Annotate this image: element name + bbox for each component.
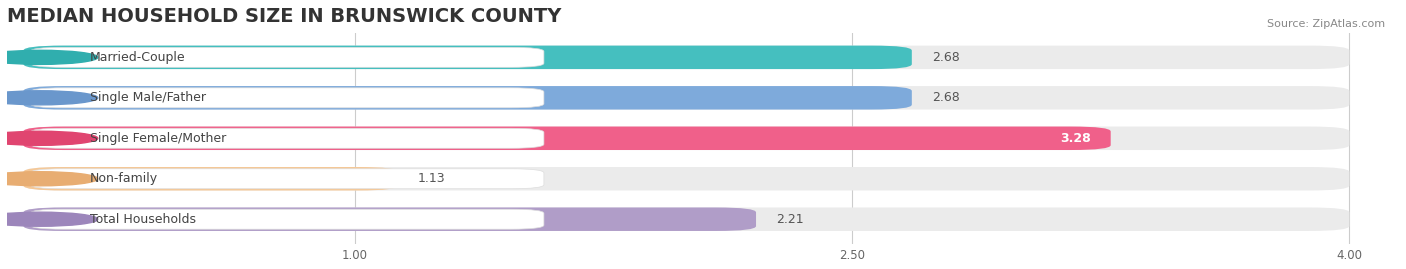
- Text: Total Households: Total Households: [90, 213, 195, 226]
- Circle shape: [0, 91, 98, 105]
- FancyBboxPatch shape: [24, 86, 912, 109]
- Circle shape: [0, 50, 98, 64]
- FancyBboxPatch shape: [24, 167, 398, 190]
- Circle shape: [0, 131, 98, 145]
- Circle shape: [0, 212, 98, 226]
- Text: MEDIAN HOUSEHOLD SIZE IN BRUNSWICK COUNTY: MEDIAN HOUSEHOLD SIZE IN BRUNSWICK COUNT…: [7, 7, 561, 26]
- Text: Married-Couple: Married-Couple: [90, 51, 186, 64]
- Text: 2.68: 2.68: [932, 51, 959, 64]
- FancyBboxPatch shape: [30, 88, 544, 108]
- FancyBboxPatch shape: [24, 126, 1350, 150]
- FancyBboxPatch shape: [24, 207, 756, 231]
- FancyBboxPatch shape: [24, 46, 1350, 69]
- Text: Non-family: Non-family: [90, 172, 157, 185]
- FancyBboxPatch shape: [24, 46, 912, 69]
- FancyBboxPatch shape: [24, 167, 1350, 190]
- FancyBboxPatch shape: [24, 86, 1350, 109]
- FancyBboxPatch shape: [30, 128, 544, 148]
- Text: Source: ZipAtlas.com: Source: ZipAtlas.com: [1267, 19, 1385, 29]
- Text: Single Female/Mother: Single Female/Mother: [90, 132, 226, 145]
- FancyBboxPatch shape: [30, 47, 544, 67]
- Text: 2.21: 2.21: [776, 213, 804, 226]
- Text: 1.13: 1.13: [418, 172, 446, 185]
- Text: 3.28: 3.28: [1060, 132, 1091, 145]
- FancyBboxPatch shape: [30, 169, 544, 189]
- Text: 2.68: 2.68: [932, 91, 959, 104]
- Circle shape: [0, 172, 98, 186]
- Text: Single Male/Father: Single Male/Father: [90, 91, 205, 104]
- FancyBboxPatch shape: [24, 126, 1111, 150]
- FancyBboxPatch shape: [30, 209, 544, 229]
- FancyBboxPatch shape: [24, 207, 1350, 231]
